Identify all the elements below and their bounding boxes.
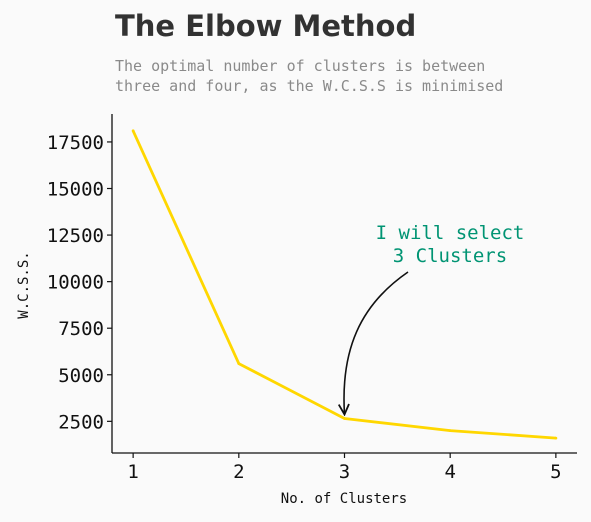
x-tick-label: 2 [233,461,244,483]
x-tick-label: 3 [339,461,350,483]
x-tick-label: 4 [444,461,455,483]
data-point [343,417,346,420]
chart-subtitle: The optimal number of clusters is betwee… [115,56,503,96]
y-tick-label: 12500 [47,225,104,247]
data-point [237,362,241,365]
y-ticks: 2500 5000 7500 10000 12500 15000 17500 [47,132,112,433]
y-tick-label: 10000 [47,272,104,294]
y-tick-label: 5000 [58,365,104,387]
data-point [448,429,452,433]
x-ticks: 1 2 3 4 5 [127,453,562,483]
x-axis-label: No. of Clusters [281,491,407,507]
y-tick-label: 15000 [47,179,104,201]
annotation-line-2: 3 Clusters [393,245,507,267]
annotation: I will select 3 Clusters [344,222,524,415]
subtitle-line-1: The optimal number of clusters is betwee… [115,57,486,75]
data-point [554,436,558,440]
annotation-arrow [344,271,409,415]
y-tick-label: 2500 [58,411,104,433]
data-point [131,129,135,133]
x-tick-label: 1 [127,461,138,483]
annotation-line-1: I will select [376,222,525,244]
subtitle-line-2: three and four, as the W.C.S.S is minimi… [115,77,504,95]
series-group [131,129,558,440]
x-tick-label: 5 [550,461,561,483]
chart-title: The Elbow Method [115,9,417,43]
y-axis-label: W.C.S.S. [16,251,32,318]
y-tick-label: 17500 [47,132,104,154]
y-tick-label: 7500 [58,318,104,340]
